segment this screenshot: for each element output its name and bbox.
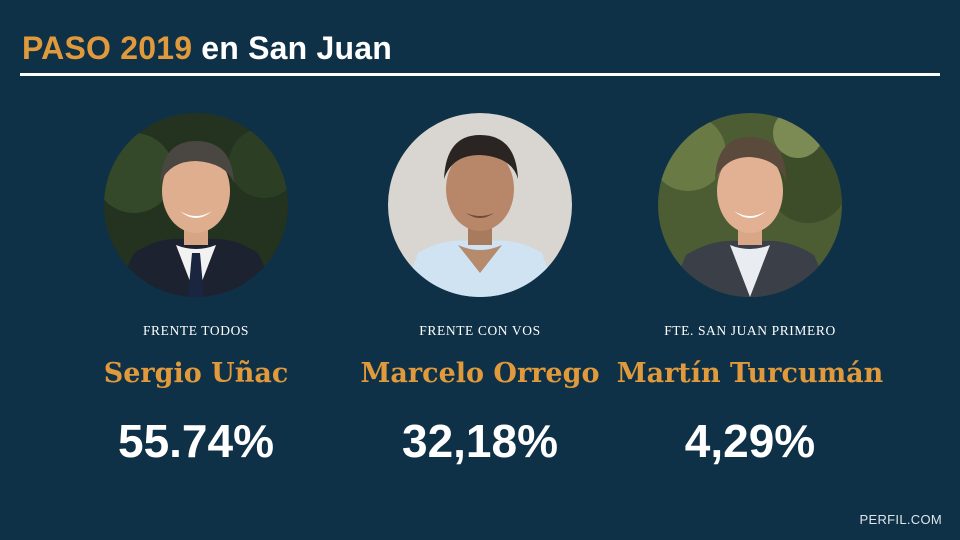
- candidate-party: FTE. SAN JUAN PRIMERO: [664, 323, 836, 338]
- source-credit: PERFIL.COM: [859, 512, 942, 527]
- candidate-name: Martín Turcumán: [616, 358, 884, 389]
- candidate-name: Sergio Uñac: [103, 358, 289, 389]
- title-divider: [20, 73, 940, 76]
- candidate-percentage: 32,18%: [401, 415, 558, 467]
- candidate-card-3: FTE. SAN JUAN PRIMERO Martín Turcumán 4,…: [600, 0, 900, 540]
- candidate-photo-3: [658, 113, 842, 297]
- candidate-percentage: 4,29%: [684, 415, 816, 467]
- candidate-photo-1: [104, 113, 288, 297]
- page-title: PASO 2019 en San Juan: [22, 28, 392, 68]
- candidate-photo-2: [388, 113, 572, 297]
- candidate-card-2: FRENTE CON VOS Marcelo Orrego 32,18%: [330, 0, 630, 540]
- title-rest: en San Juan: [201, 30, 392, 66]
- title-accent: PASO 2019: [22, 30, 193, 66]
- candidate-party: FRENTE TODOS: [142, 323, 250, 338]
- candidate-party: FRENTE CON VOS: [419, 323, 541, 338]
- candidate-percentage: 55.74%: [117, 415, 274, 467]
- candidate-name: Marcelo Orrego: [360, 358, 600, 389]
- candidate-card-1: FRENTE TODOS Sergio Uñac 55.74%: [46, 0, 346, 540]
